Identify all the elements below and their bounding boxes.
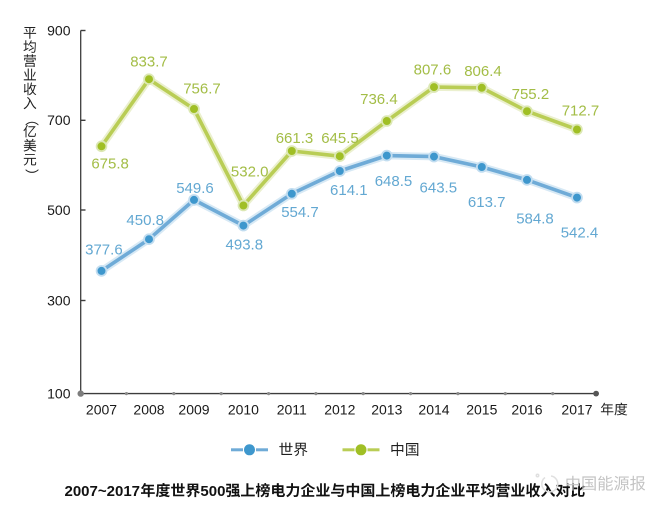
svg-text:712.7: 712.7 [562,103,600,120]
svg-text:2010: 2010 [228,402,259,418]
svg-text:2015: 2015 [466,402,497,418]
svg-text:2011: 2011 [277,402,307,418]
svg-text:755.2: 755.2 [512,86,550,103]
svg-text:500: 500 [200,483,225,500]
svg-text:2007~2017: 2007~2017 [65,483,141,500]
svg-text:833.7: 833.7 [130,54,168,71]
svg-text:2008: 2008 [133,402,164,418]
svg-text:614.1: 614.1 [330,182,368,199]
svg-text:549.6: 549.6 [176,180,214,197]
svg-text:450.8: 450.8 [126,212,164,229]
svg-text:645.5: 645.5 [321,130,359,147]
svg-text:2007: 2007 [86,402,117,418]
svg-text:377.6: 377.6 [85,242,123,259]
svg-text:2012: 2012 [324,402,355,418]
svg-text:675.8: 675.8 [91,155,129,172]
svg-text:493.8: 493.8 [226,237,264,254]
svg-text:2009: 2009 [178,402,209,418]
svg-text:2013: 2013 [371,402,402,418]
svg-text:643.5: 643.5 [420,180,458,197]
svg-text:2017: 2017 [561,402,592,418]
svg-text:736.4: 736.4 [360,91,398,108]
svg-text:542.4: 542.4 [561,224,599,241]
svg-text:806.4: 806.4 [464,63,502,80]
svg-text:300: 300 [47,292,71,308]
svg-text:584.8: 584.8 [516,210,554,227]
svg-text:756.7: 756.7 [183,81,221,98]
svg-text:700: 700 [47,112,71,128]
svg-text:100: 100 [47,386,71,402]
svg-text:807.6: 807.6 [414,61,452,78]
svg-text:554.7: 554.7 [281,204,319,221]
svg-text:900: 900 [47,22,71,38]
svg-text:2016: 2016 [511,402,542,418]
svg-text:613.7: 613.7 [468,194,506,211]
svg-text:2014: 2014 [418,402,449,418]
svg-text:661.3: 661.3 [276,130,314,147]
svg-text:500: 500 [47,202,71,218]
svg-text:648.5: 648.5 [375,173,413,190]
svg-text:532.0: 532.0 [231,163,269,180]
